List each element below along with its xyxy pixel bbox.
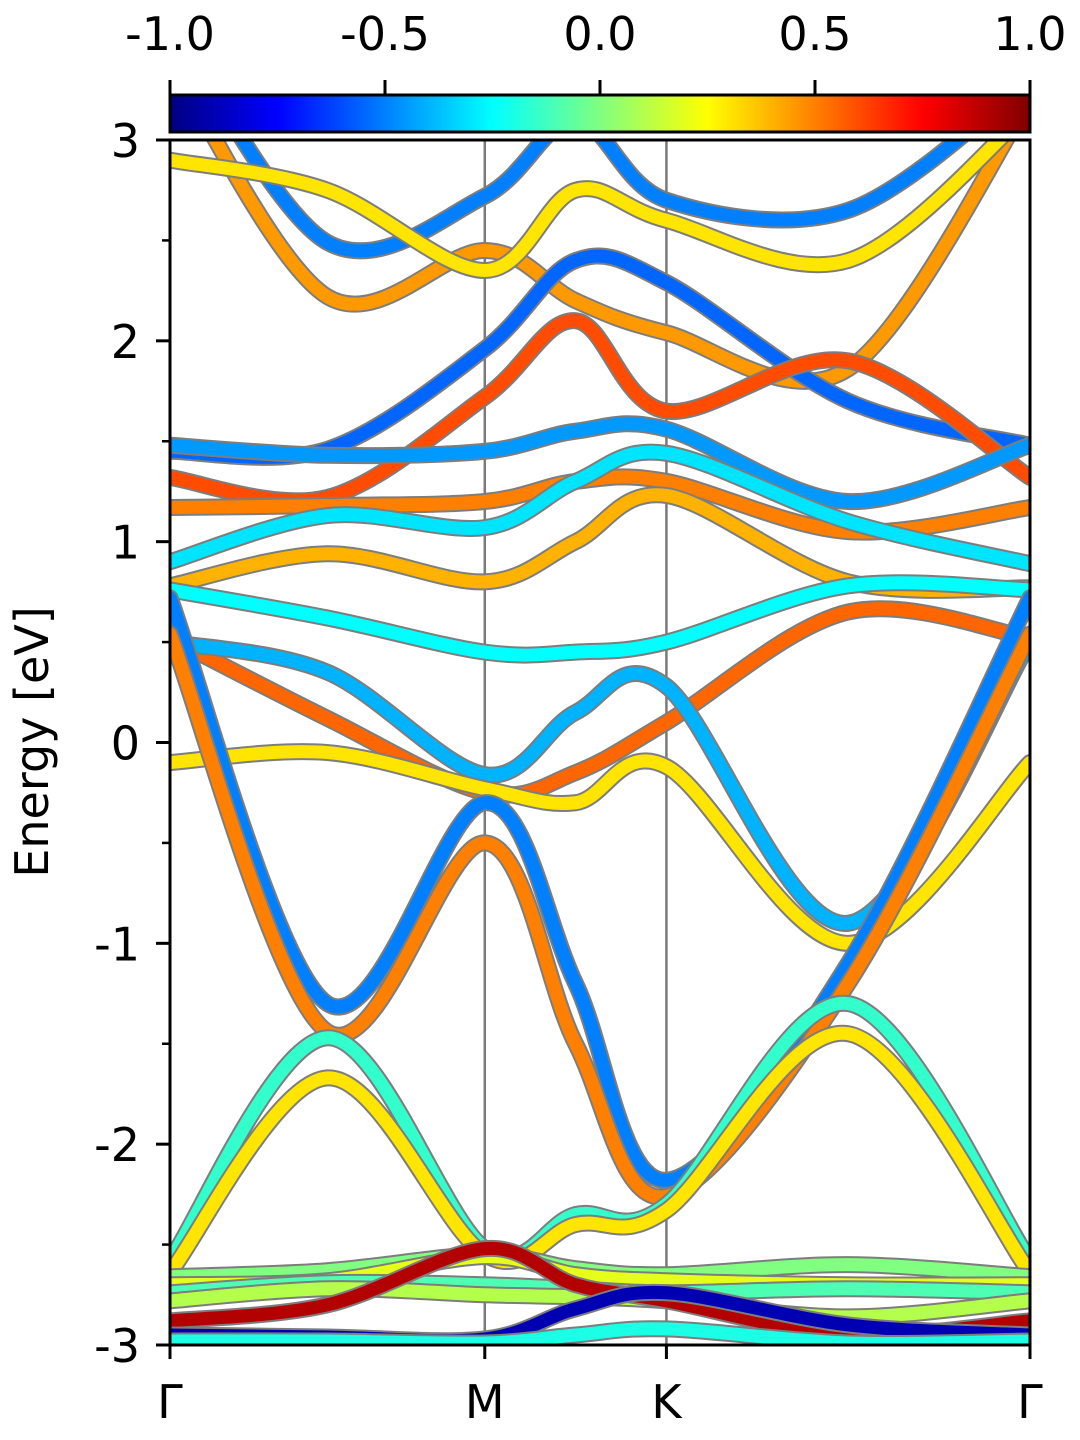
kpoint-label: M (465, 1375, 505, 1429)
band-line (170, 576, 1030, 662)
band-line (170, 1026, 1030, 1280)
colorbar-gradient (168, 93, 1032, 134)
band-line (170, 445, 1030, 571)
band-line (235, 140, 968, 258)
plot-area: 3 2 1 0 -1 -2 -3 Γ M K Γ Energy [eV] (5, 114, 1043, 1429)
band-line (170, 417, 1030, 509)
kpoint-label: Γ (157, 1375, 183, 1429)
y-tick-label: 1 (111, 516, 140, 570)
band-line (170, 140, 1008, 278)
band-line (208, 140, 1014, 388)
band-line (170, 1322, 1030, 1345)
band-line (170, 602, 1030, 802)
y-tick-label: 2 (111, 315, 140, 369)
band-line (170, 1282, 1030, 1324)
colorbar-tick-label: 0.5 (778, 7, 851, 61)
kpoint-label: Γ (1017, 1375, 1043, 1429)
band-line (170, 997, 1030, 1268)
colorbar-tick-label: 0.0 (563, 7, 636, 61)
band-line (170, 745, 1030, 950)
y-tick-label: 0 (111, 717, 140, 771)
y-tick-label: 3 (111, 114, 140, 168)
colorbar-tick-label: -1.0 (125, 7, 215, 61)
y-axis-label: Energy [eV] (5, 606, 59, 877)
colorbar: -1.0 -0.5 0.0 0.5 1.0 (125, 7, 1067, 134)
kpoint-label: K (651, 1375, 683, 1429)
y-tick-label: -1 (94, 917, 140, 971)
band-line (170, 627, 1030, 1204)
y-tick-label: -2 (94, 1118, 140, 1172)
colorbar-tick-label: 1.0 (993, 7, 1066, 61)
y-tick-label: -3 (94, 1319, 140, 1373)
colorbar-tick-label: -0.5 (340, 7, 430, 61)
band-line (170, 591, 1030, 1187)
